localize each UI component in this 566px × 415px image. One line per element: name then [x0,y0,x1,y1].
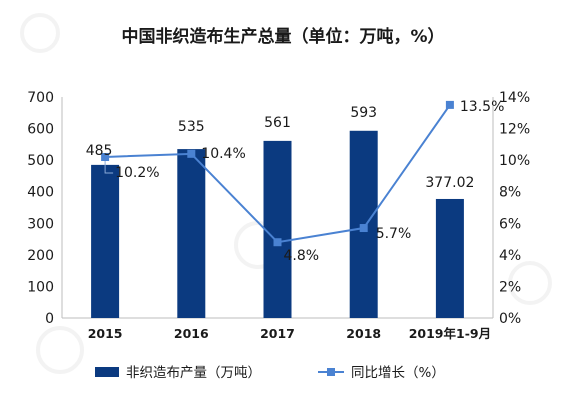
line-point [187,149,196,158]
line-point [273,238,282,247]
right-tick-label: 4% [499,248,521,264]
right-tick-label: 2% [499,279,521,295]
x-tick-label: 2015 [88,326,123,341]
bar-value-label: 485 [86,143,113,159]
left-tick-label: 500 [27,153,54,169]
line-value-label: 5.7% [376,226,412,242]
right-tick-label: 8% [499,185,521,201]
line-point [101,152,110,161]
right-tick-label: 6% [499,216,521,232]
right-tick-label: 14% [499,90,530,106]
left-tick-label: 300 [27,216,54,232]
line-value-label: 10.4% [201,146,245,162]
bar [91,164,120,318]
line-point [445,100,454,109]
left-tick-label: 400 [27,185,54,201]
left-tick-label: 0 [45,311,54,327]
line-point [359,224,368,233]
bar-value-label: 561 [264,115,291,131]
x-tick-label: 2019年1-9月 [409,326,491,341]
bar [263,140,292,318]
left-tick-label: 200 [27,248,54,264]
right-tick-label: 0% [499,311,521,327]
bar [435,198,464,318]
chart-title: 中国非织造布生产总量（单位：万吨，%） [121,26,444,47]
line-value-label: 13.5% [460,99,504,115]
x-tick-label: 2017 [260,326,295,341]
bar-value-label: 535 [178,119,205,135]
line-value-label: 4.8% [284,248,320,264]
bar [177,149,206,318]
right-tick-label: 12% [499,122,530,138]
right-tick-label: 10% [499,153,530,169]
legend-label-line: 同比增长（%） [351,365,445,381]
label-leader-line [104,160,114,174]
left-tick-label: 700 [27,90,54,106]
legend-swatch-bar [95,367,119,377]
line-value-label: 10.2% [115,165,159,181]
legend: 非织造布产量（万吨） 同比增长（%） [95,365,445,381]
legend-label-bar: 非织造布产量（万吨） [126,365,261,381]
left-tick-label: 600 [27,122,54,138]
legend-swatch-marker [327,368,335,376]
bar-value-label: 593 [350,105,377,121]
left-tick-label: 100 [27,279,54,295]
plot-area: 0 100 200 300 400 500 600 700 0% 2% 4% 6% 8% 10% 12% 14… [27,90,530,341]
bar-value-label: 377.02 [425,175,474,191]
x-tick-label: 2016 [174,326,209,341]
x-tick-label: 2018 [346,326,381,341]
